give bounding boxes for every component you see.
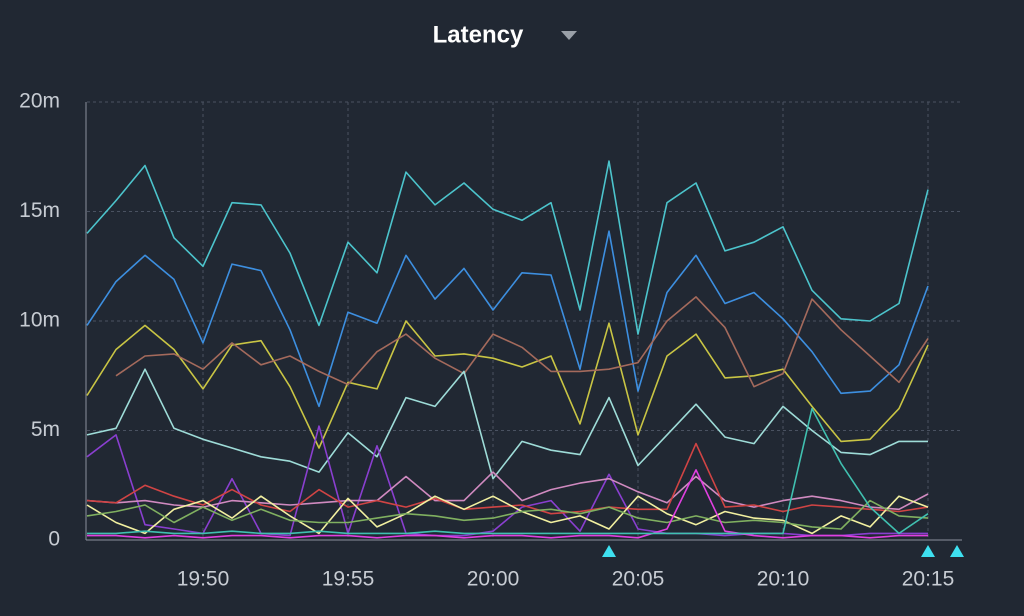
chart-title: Latency [433, 21, 524, 48]
x-tick-label: 19:55 [322, 568, 375, 591]
annotation-marker [602, 545, 616, 557]
series-line [115, 296, 929, 388]
series-line [86, 425, 928, 537]
y-tick-label: 10m [19, 309, 60, 332]
y-tick-label: 15m [19, 199, 60, 222]
series-line [87, 469, 928, 539]
annotation-marker [950, 545, 964, 557]
series-line [86, 499, 929, 530]
y-tick-label: 0 [48, 528, 60, 551]
x-tick-label: 20:05 [612, 568, 665, 591]
x-tick-label: 20:00 [467, 568, 520, 591]
y-tick-label: 5m [31, 418, 60, 441]
x-tick-label: 19:50 [177, 568, 230, 591]
annotation-marker [921, 545, 935, 557]
series-line [86, 471, 929, 511]
series-line [86, 160, 929, 335]
series-line [86, 230, 929, 408]
y-tick-label: 20m [19, 90, 60, 113]
series-line [86, 320, 929, 449]
series-line [87, 407, 929, 535]
title-dropdown[interactable] [561, 31, 577, 40]
x-tick-label: 20:10 [757, 568, 810, 591]
series-line [86, 368, 928, 480]
x-tick-label: 20:15 [902, 568, 955, 591]
